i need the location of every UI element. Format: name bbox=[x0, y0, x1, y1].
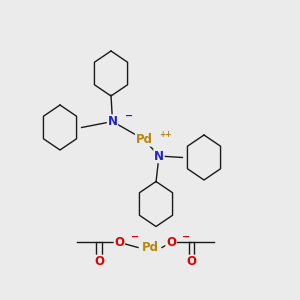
Text: N: N bbox=[107, 115, 118, 128]
Text: −: − bbox=[125, 110, 133, 121]
Text: Pd: Pd bbox=[142, 241, 158, 254]
Text: ++: ++ bbox=[159, 130, 172, 139]
Text: ++: ++ bbox=[165, 238, 178, 247]
Text: −: − bbox=[182, 232, 190, 242]
Text: O: O bbox=[166, 236, 176, 249]
Text: Pd: Pd bbox=[136, 133, 152, 146]
Text: −: − bbox=[131, 232, 139, 242]
Text: O: O bbox=[94, 255, 104, 268]
Text: O: O bbox=[186, 255, 197, 268]
Text: O: O bbox=[114, 236, 124, 249]
Text: N: N bbox=[154, 149, 164, 163]
